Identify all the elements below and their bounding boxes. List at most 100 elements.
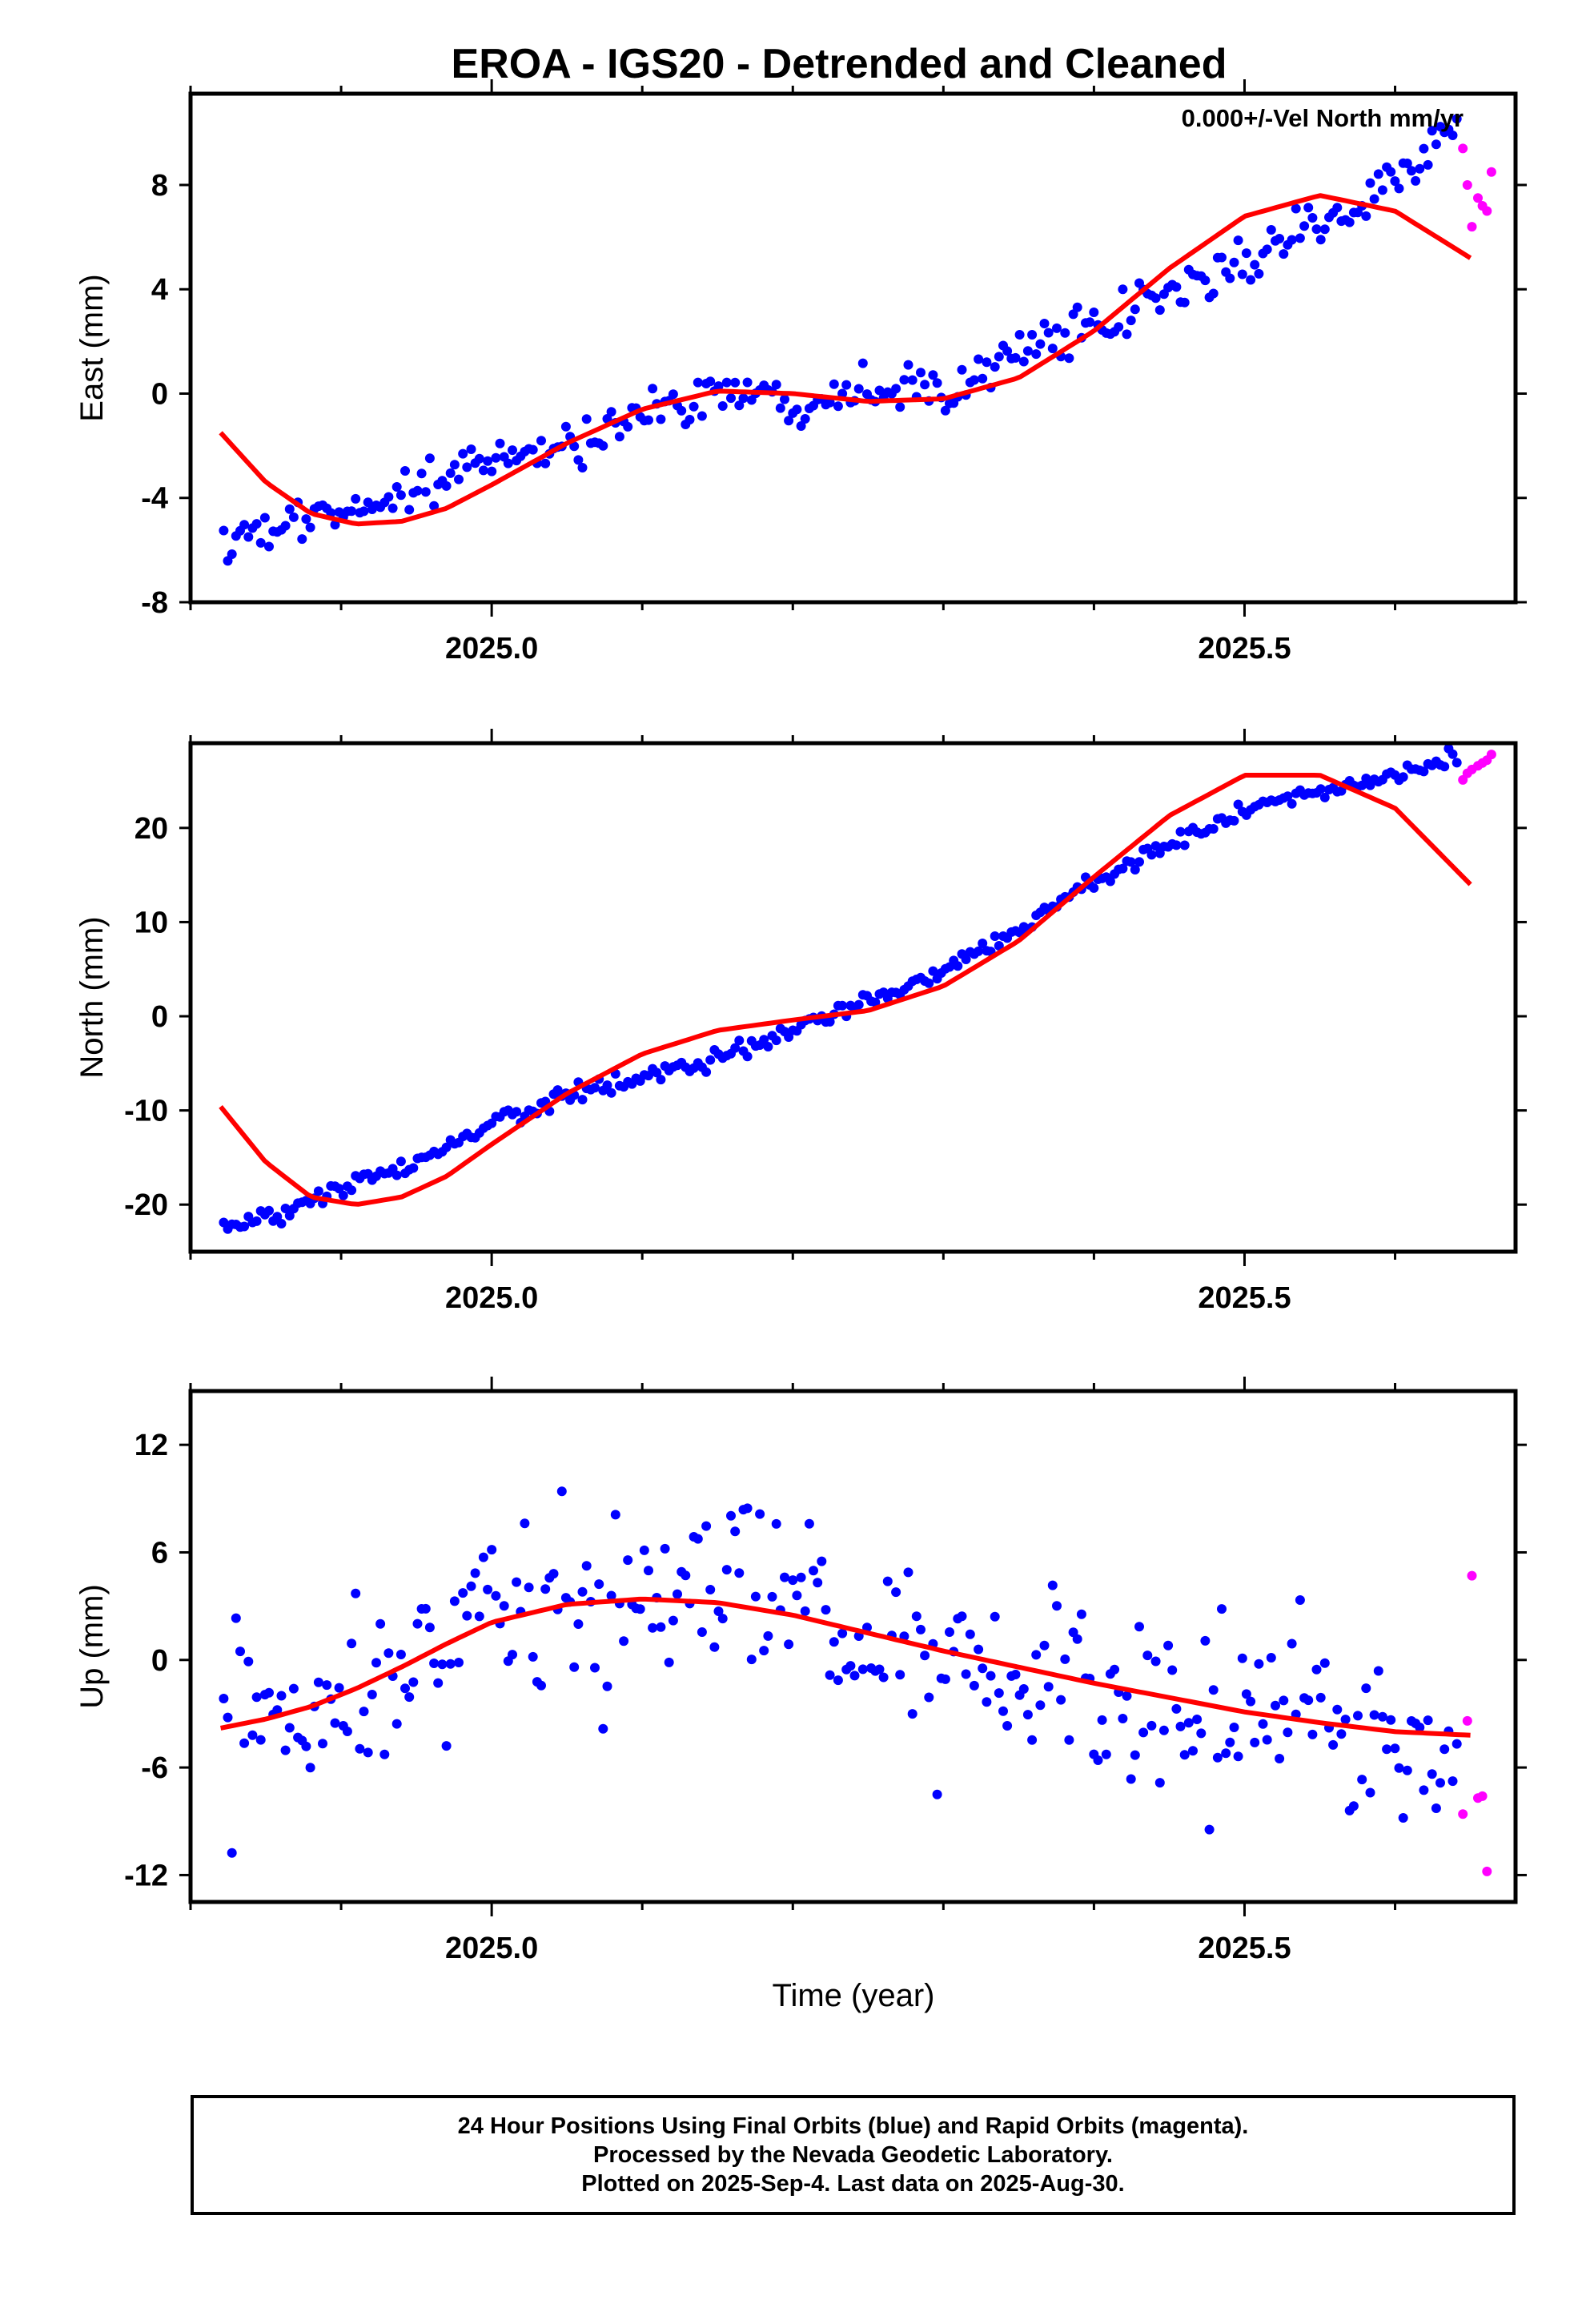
model-fit-line <box>219 773 1472 1207</box>
final-orbit-point <box>512 1577 522 1587</box>
final-orbit-point <box>1118 284 1128 295</box>
final-orbit-point <box>1150 841 1161 851</box>
final-orbit-point <box>462 462 472 472</box>
final-orbit-point <box>1089 308 1099 317</box>
final-orbit-point <box>1287 235 1297 245</box>
final-orbit-point <box>243 1656 254 1667</box>
final-orbit-point <box>581 414 592 424</box>
final-orbit-point <box>1093 1755 1103 1765</box>
final-orbit-point <box>483 456 493 466</box>
panel-up: -12 -6 0 6 12 2025.0 2025.5 Up (mm) <box>74 1377 1527 1965</box>
final-orbit-point <box>924 978 934 988</box>
final-orbit-point <box>1052 1601 1062 1611</box>
final-orbit-point <box>920 1651 930 1661</box>
final-orbit-point <box>994 352 1004 362</box>
final-orbit-point <box>1175 1721 1186 1731</box>
final-orbit-point <box>219 1694 229 1703</box>
final-orbit-point <box>449 460 460 470</box>
final-orbit-point <box>602 1080 612 1091</box>
final-orbit-point <box>1241 248 1251 259</box>
final-orbit-point <box>1043 1682 1054 1692</box>
final-orbit-point <box>247 1730 258 1740</box>
final-orbit-point <box>726 393 736 404</box>
final-orbit-point <box>705 1055 716 1065</box>
final-orbit-point <box>520 1518 530 1529</box>
final-orbit-point <box>1344 217 1355 227</box>
y-tick-label: 8 <box>151 169 168 203</box>
y-tick-label: -12 <box>124 1859 168 1892</box>
final-orbit-point <box>829 379 839 389</box>
final-orbit-point <box>429 1659 440 1668</box>
final-orbit-point <box>264 1687 274 1698</box>
final-orbit-point <box>1014 330 1025 340</box>
final-orbit-point <box>800 1606 810 1616</box>
final-orbit-point <box>1233 799 1243 810</box>
final-orbit-point <box>742 1503 753 1514</box>
final-orbit-point <box>334 1683 344 1693</box>
rapid-orbit-point <box>1482 206 1492 216</box>
final-orbit-point <box>491 1590 501 1601</box>
final-orbit-point <box>945 1627 954 1637</box>
final-orbit-point <box>1089 883 1099 893</box>
final-orbit-point <box>1171 1703 1182 1714</box>
final-orbit-point <box>367 1690 377 1699</box>
final-orbit-point <box>833 401 843 412</box>
final-orbit-point <box>1221 1748 1231 1759</box>
final-orbit-point <box>792 404 802 415</box>
plot-area <box>219 114 1496 566</box>
final-orbit-point <box>379 1749 390 1759</box>
final-orbit-point <box>272 1212 283 1222</box>
final-orbit-point <box>825 1016 835 1027</box>
final-orbit-point <box>1047 1580 1058 1590</box>
final-orbit-point <box>907 375 917 385</box>
final-orbit-point <box>1183 1718 1194 1728</box>
final-orbit-point <box>1122 1691 1132 1701</box>
final-orbit-point <box>412 485 423 496</box>
final-orbit-point <box>974 946 984 956</box>
final-orbit-point <box>721 377 732 388</box>
final-orbit-point <box>284 1723 295 1733</box>
final-orbit-point <box>441 480 452 491</box>
final-orbit-point <box>1423 159 1433 170</box>
final-orbit-point <box>548 1569 559 1579</box>
final-orbit-point <box>1039 319 1050 328</box>
final-orbit-point <box>652 1068 662 1078</box>
final-orbit-point <box>1303 1695 1314 1706</box>
panel-east: -8 -4 0 4 8 2025.0 2025.5 East (mm) <box>74 79 1527 665</box>
final-orbit-point <box>1340 1715 1351 1725</box>
final-orbit-point <box>458 448 468 459</box>
final-orbit-point <box>746 1655 757 1665</box>
final-orbit-point <box>528 444 538 455</box>
final-orbit-point <box>1279 249 1289 259</box>
final-orbit-point <box>1275 1754 1285 1763</box>
final-orbit-point <box>1246 275 1256 285</box>
final-orbit-point <box>817 1556 827 1566</box>
final-orbit-point <box>408 1163 419 1173</box>
final-orbit-point <box>1105 876 1115 887</box>
final-orbit-point <box>701 1067 712 1077</box>
final-orbit-point <box>1423 1715 1433 1726</box>
final-orbit-point <box>1419 143 1429 154</box>
final-orbit-point <box>441 1142 452 1152</box>
final-orbit-point <box>1415 1723 1425 1732</box>
y-axis-label: North (mm) <box>74 916 110 1078</box>
final-orbit-point <box>466 1581 476 1591</box>
final-orbit-point <box>503 458 513 468</box>
final-orbit-point <box>1179 297 1190 308</box>
final-orbit-point <box>577 463 588 472</box>
final-orbit-point <box>1134 1622 1144 1632</box>
final-orbit-point <box>466 444 476 454</box>
final-orbit-point <box>673 1589 682 1599</box>
final-orbit-point <box>644 1566 653 1576</box>
final-orbit-point <box>796 421 806 431</box>
x-tick-label: 2025.5 <box>1198 632 1291 665</box>
final-orbit-point <box>540 1584 551 1594</box>
final-orbit-point <box>1307 1729 1318 1739</box>
x-tick-label: 2025.5 <box>1198 1281 1291 1315</box>
rapid-orbit-point <box>1458 143 1468 154</box>
final-orbit-point <box>251 1692 262 1703</box>
final-orbit-point <box>821 1605 831 1615</box>
final-orbit-point <box>1254 1659 1264 1669</box>
final-orbit-point <box>445 468 456 478</box>
